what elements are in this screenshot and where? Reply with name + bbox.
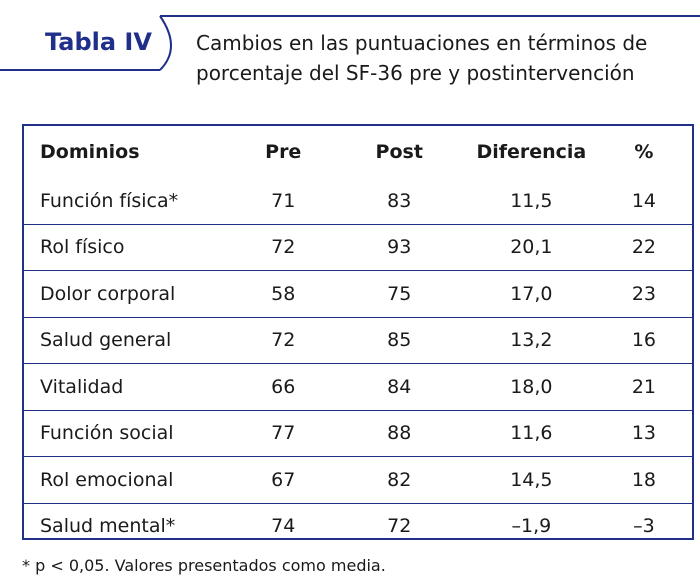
cell-percent: –3: [633, 515, 655, 538]
cell-pre: 71: [271, 189, 296, 212]
cell-pre: 67: [271, 468, 296, 491]
header-dominios: Dominios: [40, 141, 140, 163]
table-caption: Cambios en las puntuaciones en términos …: [196, 28, 686, 88]
cell-dominio: Rol emocional: [40, 468, 174, 491]
title-frame-lines: [0, 15, 700, 71]
cell-post: 82: [387, 468, 412, 491]
table-row: Rol físico 72 93 20,1 22: [24, 224, 692, 271]
table-row: Salud general 72 85 13,2 16: [24, 317, 692, 364]
header-post: Post: [375, 141, 423, 163]
table-row: Salud mental* 74 72 –1,9 –3: [24, 503, 692, 549]
cell-dominio: Vitalidad: [40, 375, 124, 398]
cell-dominio: Salud mental*: [40, 515, 176, 538]
header-percent: %: [634, 141, 654, 163]
cell-pre: 66: [271, 375, 296, 398]
cell-post: 85: [387, 329, 412, 352]
data-table: Dominios Pre Post Diferencia % Función f…: [22, 124, 694, 540]
header-diferencia: Diferencia: [476, 141, 587, 163]
cell-diferencia: 11,5: [510, 189, 553, 212]
caption-line-2: porcentaje del SF-36 pre y postintervenc…: [196, 61, 635, 85]
cell-pre: 72: [271, 236, 296, 259]
table-row: Dolor corporal 58 75 17,0 23: [24, 271, 692, 317]
cell-dominio: Salud general: [40, 329, 172, 352]
cell-diferencia: 11,6: [510, 422, 553, 445]
table-row: Rol emocional 67 82 14,5 18: [24, 457, 692, 503]
cell-diferencia: 17,0: [510, 282, 553, 305]
cell-pre: 77: [271, 422, 296, 445]
cell-percent: 23: [631, 282, 657, 305]
cell-pre: 58: [271, 282, 296, 305]
cell-dominio: Función física*: [40, 189, 179, 212]
cell-percent: 21: [631, 375, 657, 398]
table-row: Vitalidad 66 84 18,0 21: [24, 364, 692, 410]
cell-diferencia: –1,9: [511, 515, 552, 538]
cell-dominio: Dolor corporal: [40, 282, 176, 305]
header-pre: Pre: [265, 141, 302, 163]
cell-percent: 13: [631, 422, 657, 445]
cell-pre: 72: [271, 329, 296, 352]
cell-post: 72: [387, 515, 412, 538]
cell-pre: 74: [271, 515, 296, 538]
cell-percent: 18: [631, 468, 657, 491]
cell-post: 93: [387, 236, 412, 259]
cell-dominio: Rol físico: [40, 236, 125, 259]
caption-line-1: Cambios en las puntuaciones en términos …: [196, 31, 648, 55]
table-label: Tabla IV: [45, 28, 152, 56]
cell-percent: 16: [631, 329, 657, 352]
table-row: Función física* 71 83 11,5 14: [24, 178, 692, 224]
cell-post: 75: [387, 282, 412, 305]
title-frame: [0, 8, 700, 78]
footnote: * p < 0,05. Valores presentados como med…: [22, 556, 386, 575]
table-row: Función social 77 88 11,6 13: [24, 410, 692, 457]
cell-post: 88: [387, 422, 412, 445]
cell-diferencia: 20,1: [510, 236, 553, 259]
cell-dominio: Función social: [40, 422, 174, 445]
cell-post: 83: [387, 189, 412, 212]
cell-diferencia: 14,5: [510, 468, 553, 491]
cell-percent: 14: [631, 189, 657, 212]
table-header-row: Dominios Pre Post Diferencia %: [24, 126, 692, 178]
cell-diferencia: 13,2: [510, 329, 553, 352]
cell-percent: 22: [631, 236, 657, 259]
cell-post: 84: [387, 375, 412, 398]
cell-diferencia: 18,0: [510, 375, 553, 398]
